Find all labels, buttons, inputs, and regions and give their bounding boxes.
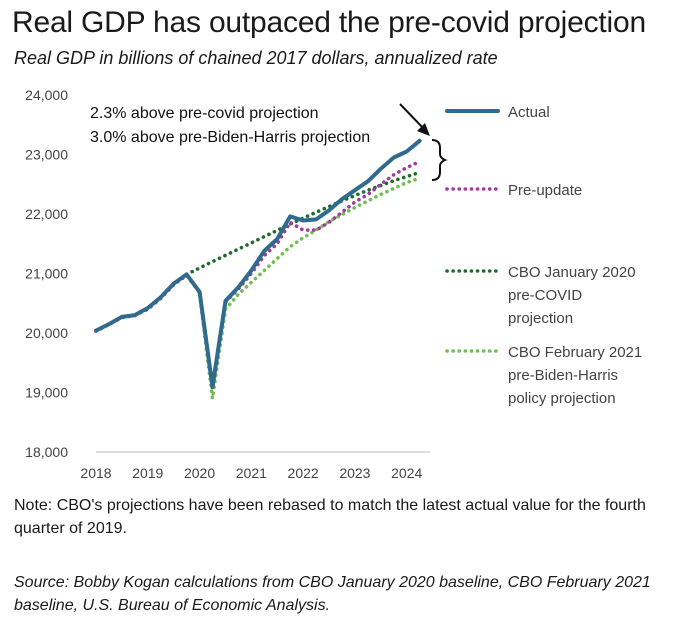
y-tick-label: 18,000 [25, 444, 68, 460]
legend-label: projection [508, 310, 573, 327]
chart-legend: Actual Pre-update CBO January 2020 pre-COVI… [445, 104, 642, 407]
chart-series [94, 138, 422, 401]
legend-label: policy projection [508, 390, 616, 407]
y-tick-label: 20,000 [25, 325, 68, 341]
annotation-brace [431, 139, 448, 181]
x-tick-label: 2024 [391, 465, 422, 481]
y-tick-label: 22,000 [25, 206, 68, 222]
annotation-arrowhead [417, 123, 430, 136]
y-tick-label: 23,000 [25, 147, 68, 163]
series-line [94, 138, 422, 389]
x-tick-label: 2019 [132, 465, 163, 481]
gdp-line-chart: 18,000 19,000 20,000 21,000 22,000 23,000 24,0… [25, 87, 642, 481]
legend-label: Actual [508, 104, 550, 121]
chart-annotations: 2.3% above pre-covid projection 3.0% abov… [90, 103, 448, 181]
legend-label: CBO January 2020 [508, 264, 636, 281]
x-tick-label: 2022 [288, 465, 319, 481]
legend-label: pre-Biden-Harris [508, 367, 618, 384]
annotation-arrow-line [399, 103, 425, 130]
x-tick-label: 2020 [184, 465, 215, 481]
x-tick-label: 2021 [236, 465, 267, 481]
legend-label: Pre-update [508, 182, 582, 199]
series-line [197, 176, 422, 401]
annotation-text: 3.0% above pre-Biden-Harris projection [90, 129, 370, 146]
y-tick-label: 21,000 [25, 266, 68, 282]
annotation-text: 2.3% above pre-covid projection [90, 105, 319, 122]
legend-label: pre-COVID [508, 287, 582, 304]
series-line [94, 159, 422, 392]
chart-subtitle: Real GDP in billions of chained 2017 dol… [14, 48, 498, 68]
x-tick-label: 2018 [80, 465, 111, 481]
chart-title: Real GDP has outpaced the pre-covid proj… [12, 6, 646, 39]
x-tick-label: 2023 [339, 465, 370, 481]
y-tick-label: 19,000 [25, 385, 68, 401]
series-line [184, 170, 422, 277]
chart-note: Note: CBO's projections have been rebase… [14, 497, 646, 537]
chart-axes: 18,000 19,000 20,000 21,000 22,000 23,000 24,0… [25, 87, 430, 481]
chart-source: Source: Bobby Kogan calculations from CB… [14, 574, 651, 614]
y-tick-label: 24,000 [25, 87, 68, 103]
legend-label: CBO February 2021 [508, 344, 642, 361]
